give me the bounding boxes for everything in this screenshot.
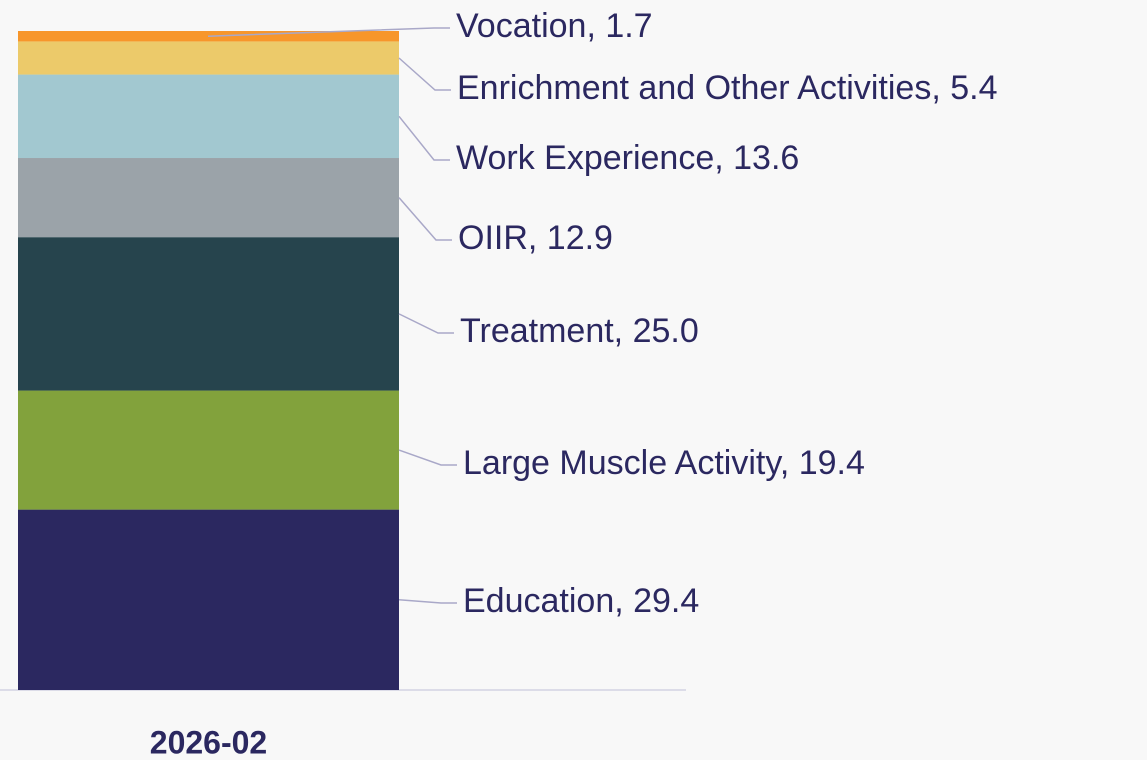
data-label: Vocation, 1.7 (456, 7, 653, 45)
data-label: Work Experience, 13.6 (456, 139, 799, 177)
leader-line (398, 449, 457, 466)
bar-segment (18, 41, 399, 75)
data-label: Large Muscle Activity, 19.4 (463, 444, 865, 482)
data-label: Education, 29.4 (463, 582, 699, 620)
bar-segment (18, 509, 399, 690)
leader-line (207, 27, 450, 37)
bar-segment (18, 74, 399, 159)
leader-line (398, 115, 450, 161)
leader-line (398, 57, 451, 91)
data-label: Enrichment and Other Activities, 5.4 (457, 69, 997, 107)
data-label: Treatment, 25.0 (460, 312, 699, 350)
bar-segment (18, 158, 399, 238)
data-label: OIIR, 12.9 (458, 219, 613, 257)
bar-segment (18, 390, 399, 510)
x-tick-label: 2026-02 (150, 724, 267, 760)
leader-line (398, 313, 454, 334)
leader-line (398, 599, 457, 604)
bar-segment (18, 237, 399, 391)
leader-line (398, 197, 452, 241)
